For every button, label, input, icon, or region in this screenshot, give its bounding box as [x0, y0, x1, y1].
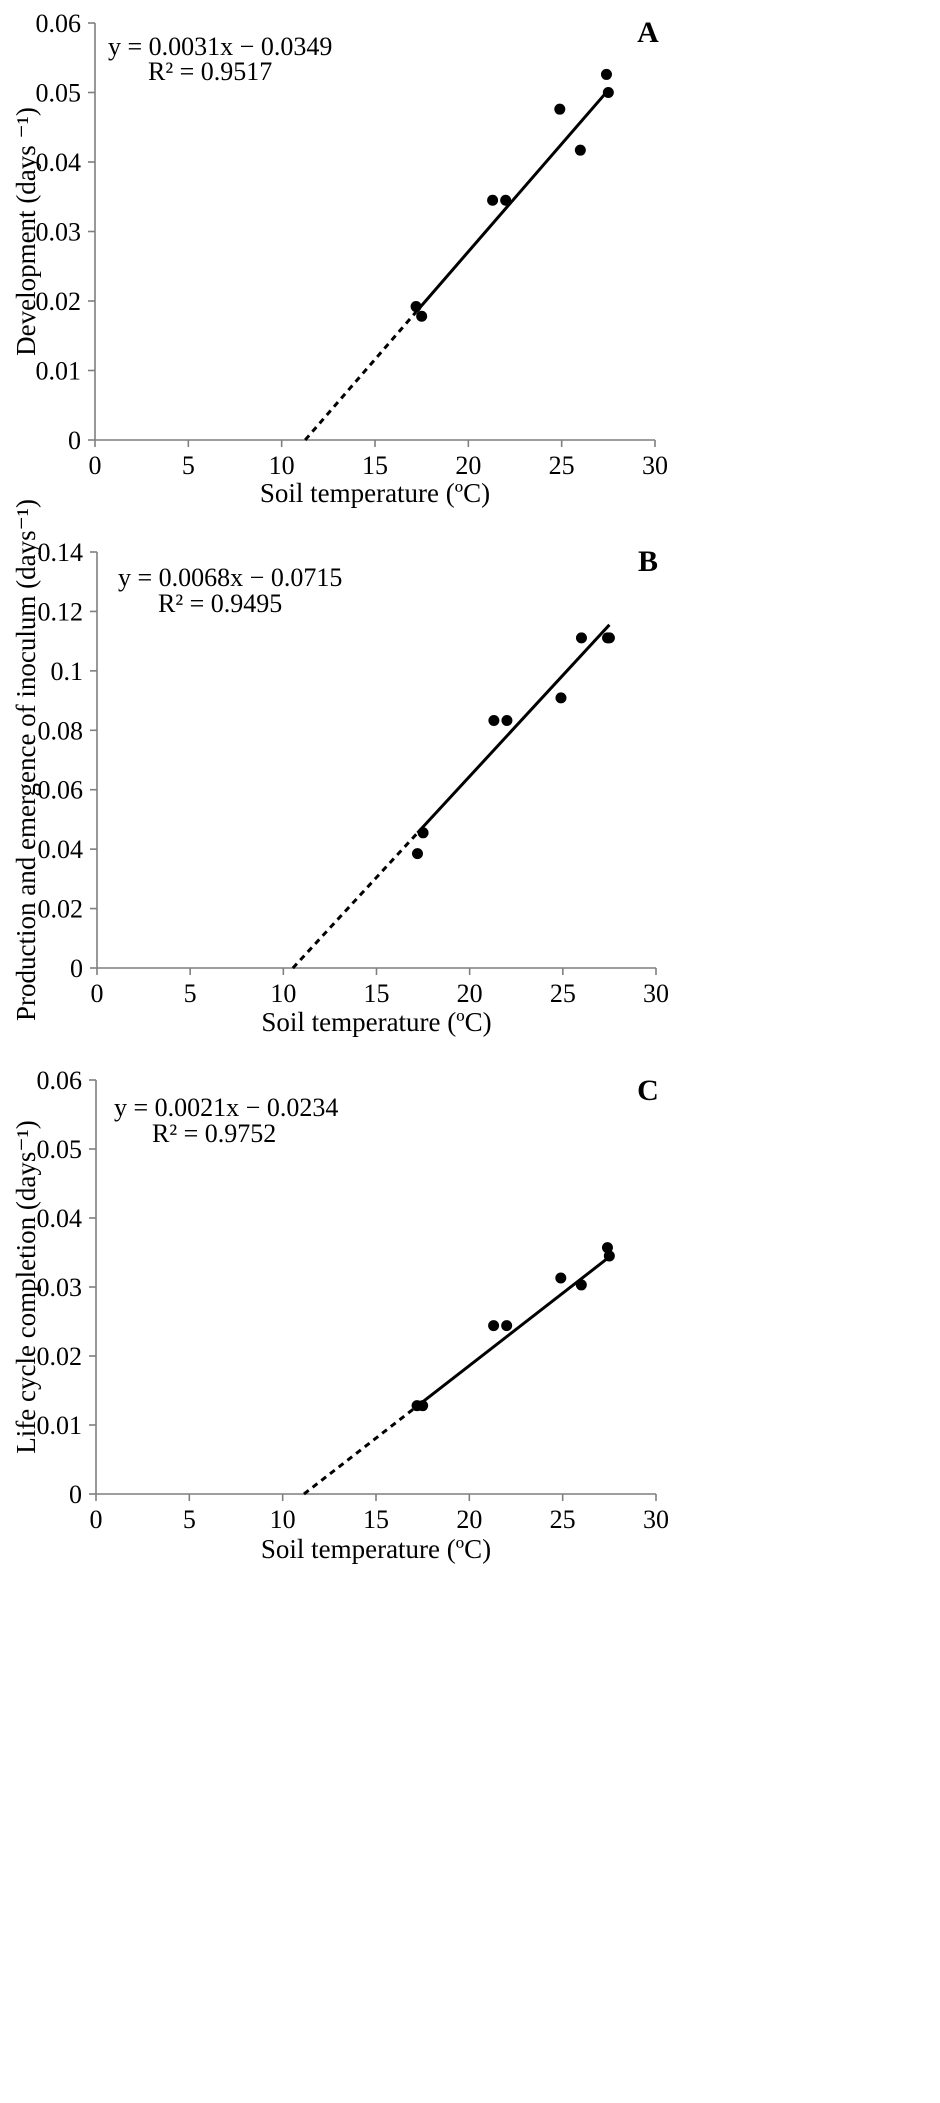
y-tick-label: 0.12	[38, 597, 84, 626]
r-squared-value: R² = 0.9752	[152, 1119, 276, 1148]
panel-label: C	[637, 1074, 659, 1107]
y-tick-label: 0.04	[38, 835, 84, 864]
y-tick-label: 0.14	[38, 538, 84, 567]
x-tick-label: 0	[91, 979, 104, 1008]
data-point	[488, 714, 500, 726]
x-tick-label: 20	[455, 451, 481, 480]
data-point	[600, 68, 612, 80]
data-point	[574, 144, 586, 156]
y-tick-label: 0.08	[38, 716, 84, 745]
y-tick-label: 0.04	[36, 148, 82, 177]
trendline-extrapolated	[291, 831, 419, 970]
data-point	[501, 714, 513, 726]
r-squared-value: R² = 0.9495	[158, 589, 282, 618]
y-tick-label: 0.06	[36, 9, 82, 38]
data-point	[555, 692, 567, 704]
y-tick-label: 0	[68, 426, 81, 455]
y-tick-label: 0.02	[38, 895, 84, 924]
data-point	[500, 194, 512, 206]
x-tick-label: 0	[89, 451, 102, 480]
x-tick-label: 30	[643, 979, 669, 1008]
y-tick-label: 0.02	[37, 1342, 83, 1371]
chart-panel-c: 0 0.01 0.02 0.03 0.04 0.05 0.06 0 5 10 15 20 25 30 Soi…	[11, 1066, 669, 1564]
x-tick-label: 20	[457, 979, 483, 1008]
x-tick-label: 10	[269, 451, 295, 480]
trendline-extrapolated	[303, 1405, 418, 1496]
y-tick-label: 0.01	[36, 357, 82, 386]
data-point	[416, 310, 428, 322]
x-tick-label: 30	[643, 1505, 669, 1534]
panel-label: B	[638, 545, 658, 578]
x-tick-label: 25	[550, 979, 576, 1008]
x-tick-label: 30	[642, 451, 668, 480]
trendline-fit	[416, 623, 611, 834]
data-point	[603, 1250, 615, 1262]
x-tick-label: 5	[183, 1505, 196, 1534]
y-tick-label: 0.02	[36, 287, 82, 316]
x-tick-label: 10	[270, 1505, 296, 1534]
y-axis-title: Life cycle completion (days⁻¹)	[11, 1120, 41, 1453]
y-tick-label: 0.03	[36, 218, 82, 247]
x-tick-label: 20	[456, 1505, 482, 1534]
data-point	[411, 848, 423, 860]
trendline-fit	[416, 1255, 611, 1408]
y-axis-title: Development (days ⁻¹)	[11, 107, 41, 356]
x-tick-label: 5	[182, 451, 195, 480]
trendline-fit	[414, 89, 610, 313]
data-point	[603, 632, 615, 644]
y-tick-label: 0.03	[37, 1273, 83, 1302]
r-squared-value: R² = 0.9517	[148, 57, 272, 86]
y-tick-label: 0.04	[37, 1204, 83, 1233]
data-point	[417, 1400, 429, 1412]
data-point	[501, 1320, 513, 1332]
data-point	[555, 1272, 567, 1284]
data-point	[575, 1279, 587, 1291]
y-tick-label: 0.01	[37, 1411, 83, 1440]
y-axis-title: Production and emergence of inoculum (da…	[11, 499, 41, 1021]
x-tick-label: 15	[364, 979, 390, 1008]
data-point	[410, 301, 422, 313]
data-point	[601, 1242, 613, 1254]
data-point	[417, 827, 429, 839]
x-axis-title: Soil temperature (ºC)	[261, 1007, 491, 1037]
x-tick-label: 15	[363, 1505, 389, 1534]
y-tick-label: 0.06	[37, 1066, 83, 1095]
y-tick-label: 0.05	[36, 79, 82, 108]
panel-label: A	[637, 16, 659, 49]
regression-equation: y = 0.0031x − 0.0349	[108, 32, 332, 61]
x-tick-label: 25	[549, 451, 575, 480]
data-point	[554, 103, 566, 115]
trendline-extrapolated	[304, 310, 418, 441]
y-tick-label: 0	[70, 954, 83, 983]
data-point	[487, 194, 499, 206]
y-tick-label: 0.06	[38, 776, 84, 805]
data-point	[488, 1320, 500, 1332]
y-tick-label: 0.05	[37, 1135, 83, 1164]
x-tick-label: 25	[550, 1505, 576, 1534]
chart-panel-a: 0 0.01 0.02 0.03 0.04 0.05 0.06 0 5 10 15 20 25 30 Soi…	[11, 9, 668, 508]
y-tick-label: 0.1	[51, 657, 84, 686]
regression-equation: y = 0.0068x − 0.0715	[118, 563, 342, 592]
x-axis-title: Soil temperature (ºC)	[260, 478, 490, 508]
data-point	[602, 87, 614, 98]
x-tick-label: 15	[362, 451, 388, 480]
data-point	[575, 632, 587, 644]
x-tick-label: 10	[270, 979, 296, 1008]
x-axis-title: Soil temperature (ºC)	[261, 1534, 491, 1564]
x-tick-label: 5	[184, 979, 197, 1008]
y-tick-label: 0	[69, 1480, 82, 1509]
regression-equation: y = 0.0021x − 0.0234	[114, 1093, 338, 1122]
chart-panel-b: 0 0.02 0.04 0.06 0.08 0.1 0.12 0.14 0 5 10 15 20 25 30…	[11, 499, 669, 1037]
x-tick-label: 0	[90, 1505, 103, 1534]
